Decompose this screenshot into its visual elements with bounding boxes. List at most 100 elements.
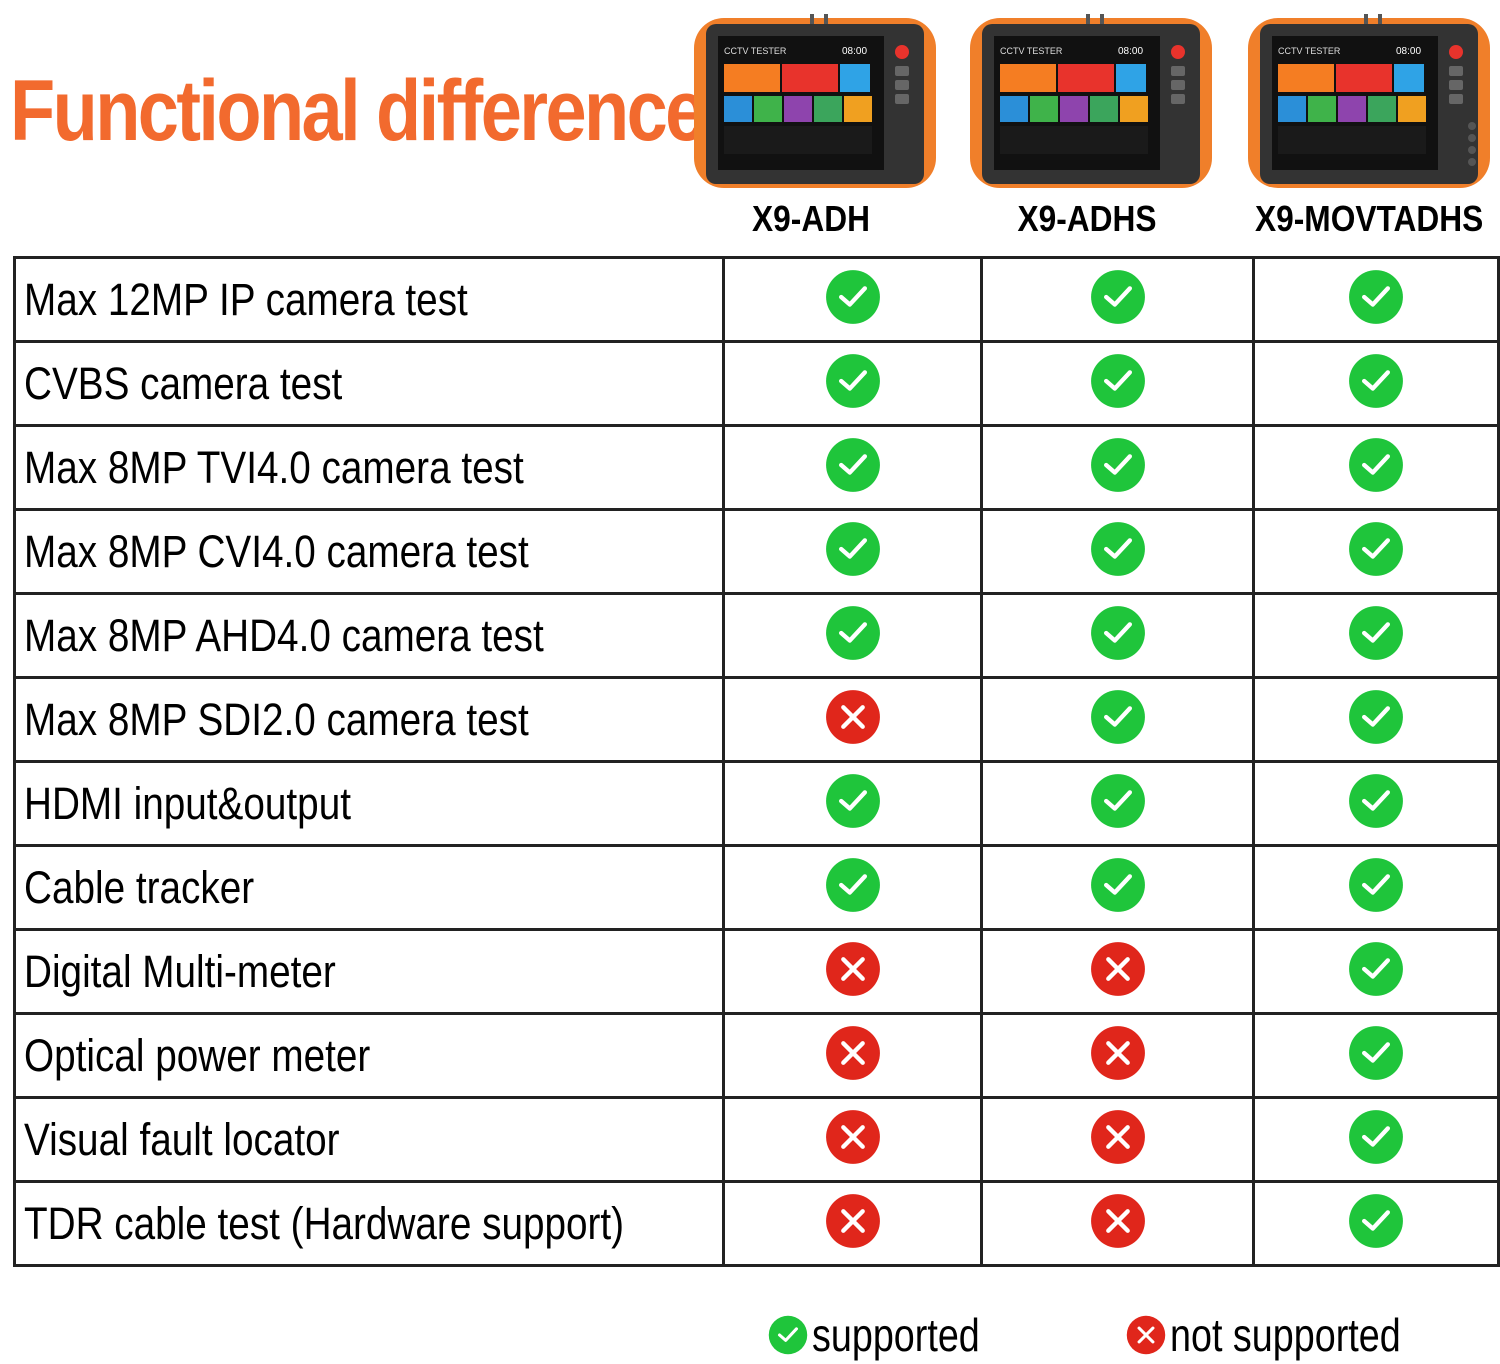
device-image: CCTV TESTER 08:00 — [1248, 14, 1490, 188]
screen-title: CCTV TESTER — [1000, 46, 1063, 56]
supported-cell — [980, 844, 1255, 931]
check-icon — [1090, 354, 1146, 413]
model-name: X9-ADH — [752, 198, 870, 239]
check-icon — [1090, 522, 1146, 581]
cross-icon — [825, 1110, 881, 1169]
supported-cell — [1251, 1012, 1500, 1099]
feature-label: Cable tracker — [13, 844, 725, 931]
feature-label-text: Max 8MP AHD4.0 camera test — [24, 609, 544, 661]
check-icon — [1348, 522, 1404, 581]
not-supported-cell — [980, 1180, 1255, 1267]
table-row: Max 8MP AHD4.0 camera test — [13, 592, 1500, 679]
model-name: X9-ADHS — [1017, 198, 1157, 239]
supported-cell — [721, 844, 984, 931]
check-icon — [1348, 1194, 1404, 1253]
check-icon — [825, 438, 881, 497]
product-x9-adh: CCTV TESTER 08:00 X9-ADH — [686, 8, 936, 248]
product-x9-adhs: CCTV TESTER 08:00 X9-ADHS — [962, 8, 1212, 248]
legend-supported-label: supported — [812, 1309, 980, 1361]
legend-not-supported-label: not supported — [1170, 1309, 1401, 1361]
table-row: HDMI input&output — [13, 760, 1500, 847]
feature-label: CVBS camera test — [13, 340, 725, 427]
page-title: Functional difference — [10, 63, 706, 159]
supported-cell — [721, 256, 984, 343]
table-row: Max 8MP CVI4.0 camera test — [13, 508, 1500, 595]
feature-label: Max 8MP AHD4.0 camera test — [13, 592, 725, 679]
device-image: CCTV TESTER 08:00 — [694, 14, 936, 188]
supported-cell — [1251, 592, 1500, 679]
not-supported-cell — [721, 1180, 984, 1267]
check-icon — [1090, 270, 1146, 329]
check-icon — [1348, 438, 1404, 497]
supported-cell — [980, 760, 1255, 847]
supported-cell — [980, 508, 1255, 595]
check-icon — [825, 522, 881, 581]
feature-label: Visual fault locator — [13, 1096, 725, 1183]
screen-time: 08:00 — [1396, 46, 1421, 57]
supported-cell — [1251, 424, 1500, 511]
check-icon — [1348, 606, 1404, 665]
cross-icon — [825, 942, 881, 1001]
supported-cell — [721, 760, 984, 847]
check-icon — [1090, 774, 1146, 833]
not-supported-cell — [980, 928, 1255, 1015]
feature-label-text: Max 8MP SDI2.0 camera test — [24, 693, 529, 745]
check-icon — [1090, 606, 1146, 665]
check-icon — [825, 270, 881, 329]
check-icon — [1348, 774, 1404, 833]
supported-cell — [1251, 1096, 1500, 1183]
feature-label: TDR cable test (Hardware support) — [13, 1180, 725, 1267]
supported-cell — [1251, 508, 1500, 595]
feature-label-text: HDMI input&output — [24, 777, 351, 829]
check-icon — [825, 606, 881, 665]
check-icon — [1348, 858, 1404, 917]
feature-label-text: Digital Multi-meter — [24, 945, 336, 997]
feature-label-text: TDR cable test (Hardware support) — [24, 1197, 625, 1249]
supported-cell — [1251, 676, 1500, 763]
not-supported-cell — [721, 1012, 984, 1099]
check-icon — [1348, 1110, 1404, 1169]
check-icon — [1348, 690, 1404, 749]
cross-icon — [1090, 1110, 1146, 1169]
feature-label: Max 12MP IP camera test — [13, 256, 725, 343]
feature-label-text: Visual fault locator — [24, 1113, 340, 1165]
device-image: CCTV TESTER 08:00 — [970, 14, 1212, 188]
supported-cell — [980, 676, 1255, 763]
model-name: X9-MOVTADHS — [1255, 198, 1484, 239]
feature-label: Max 8MP SDI2.0 camera test — [13, 676, 725, 763]
supported-cell — [721, 592, 984, 679]
cross-icon — [1090, 1194, 1146, 1253]
supported-cell — [980, 256, 1255, 343]
table-row: Optical power meter — [13, 1012, 1500, 1099]
legend-supported: supported — [768, 1308, 1017, 1362]
not-supported-cell — [980, 1096, 1255, 1183]
supported-cell — [1251, 340, 1500, 427]
cross-icon — [1090, 942, 1146, 1001]
feature-label-text: Max 8MP CVI4.0 camera test — [24, 525, 529, 577]
not-supported-cell — [721, 1096, 984, 1183]
supported-cell — [1251, 760, 1500, 847]
feature-label: Max 8MP CVI4.0 camera test — [13, 508, 725, 595]
not-supported-cell — [721, 676, 984, 763]
feature-label-text: Max 8MP TVI4.0 camera test — [24, 441, 524, 493]
supported-cell — [1251, 928, 1500, 1015]
feature-label: Digital Multi-meter — [13, 928, 725, 1015]
check-icon — [1348, 270, 1404, 329]
feature-label-text: CVBS camera test — [24, 357, 343, 409]
comparison-table: Max 12MP IP camera test CVBS camera test M… — [13, 256, 1500, 1267]
screen-time: 08:00 — [1118, 46, 1143, 57]
table-row: Digital Multi-meter — [13, 928, 1500, 1015]
check-icon — [825, 858, 881, 917]
screen-time: 08:00 — [842, 46, 867, 57]
table-row: Cable tracker — [13, 844, 1500, 931]
supported-cell — [1251, 256, 1500, 343]
feature-label: Optical power meter — [13, 1012, 725, 1099]
feature-label-text: Max 12MP IP camera test — [24, 273, 468, 325]
check-icon — [825, 354, 881, 413]
table-row: Max 12MP IP camera test — [13, 256, 1500, 343]
cross-icon — [825, 690, 881, 749]
not-supported-cell — [721, 928, 984, 1015]
supported-cell — [1251, 1180, 1500, 1267]
screen-title: CCTV TESTER — [1278, 46, 1341, 56]
check-icon — [1090, 690, 1146, 749]
